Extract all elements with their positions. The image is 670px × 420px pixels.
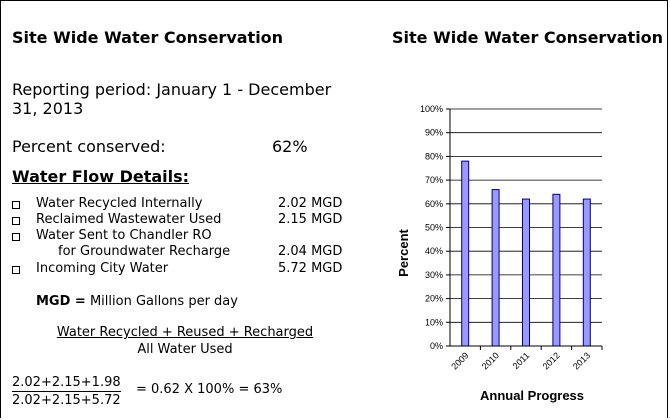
chart-axes bbox=[446, 108, 603, 350]
y-tick-label: 50% bbox=[425, 223, 443, 233]
y-tick-label: 10% bbox=[425, 317, 443, 327]
flow-item-value: 2.02 MGD bbox=[278, 196, 343, 211]
flow-details-heading: Water Flow Details: bbox=[12, 167, 190, 186]
chart-title: Site Wide Water Conservation bbox=[392, 28, 664, 47]
calc-denominator: 2.02+2.15+5.72 bbox=[12, 393, 121, 408]
x-tick-label: 2012 bbox=[541, 350, 562, 371]
bar-2013 bbox=[582, 198, 591, 347]
x-axis-label: Annual Progress bbox=[480, 388, 584, 403]
x-tick-label: 2009 bbox=[449, 350, 470, 371]
y-tick-label: 90% bbox=[425, 128, 443, 138]
bar-2012 bbox=[552, 193, 561, 347]
x-tick-label: 2013 bbox=[571, 350, 592, 371]
y-tick-label: 80% bbox=[425, 151, 443, 161]
x-tick-label: 2011 bbox=[511, 350, 532, 371]
bar-2009 bbox=[461, 160, 470, 347]
y-tick-label: 0% bbox=[430, 341, 443, 351]
reporting-period: Reporting period: January 1 - December 3… bbox=[12, 80, 332, 118]
bar-chart: 0%10%20%30%40%50%60%70%80%90%100% 2009 20… bbox=[396, 104, 603, 403]
formula-numerator: Water Recycled + Reused + Recharged bbox=[56, 325, 314, 340]
y-tick-label: 60% bbox=[425, 199, 443, 209]
checkbox-bullet-icon bbox=[12, 217, 20, 225]
chart-bars bbox=[461, 160, 591, 347]
percent-conserved-value: 62% bbox=[272, 137, 308, 156]
calc-result: = 0.62 X 100% = 63% bbox=[136, 382, 283, 397]
y-axis-label: Percent bbox=[396, 228, 411, 276]
mgd-definition: MGD = Million Gallons per day bbox=[36, 294, 238, 309]
calc-numerator: 2.02+2.15+1.98 bbox=[12, 375, 121, 392]
y-tick-label: 30% bbox=[425, 270, 443, 280]
checkbox-bullet-icon bbox=[12, 266, 20, 274]
x-tick-labels: 2009 2010 2011 2012 2013 bbox=[449, 350, 592, 371]
flow-item: Water Sent to Chandler RO for Groundwate… bbox=[12, 228, 352, 260]
flow-item: Water Recycled Internally 2.02 MGD bbox=[12, 196, 352, 212]
flow-item-value: 2.04 MGD bbox=[278, 244, 343, 259]
flow-item-label: Water Sent to Chandler RO bbox=[36, 228, 212, 243]
checkbox-bullet-icon bbox=[12, 201, 20, 209]
flow-item: Incoming City Water 5.72 MGD bbox=[12, 261, 352, 277]
checkbox-bullet-icon bbox=[12, 233, 20, 241]
bar-2011 bbox=[522, 198, 530, 347]
flow-item-value: 2.15 MGD bbox=[278, 212, 343, 227]
flow-item-label: Water Recycled Internally bbox=[36, 196, 203, 211]
mgd-definition-text: Million Gallons per day bbox=[89, 294, 238, 309]
left-title: Site Wide Water Conservation bbox=[12, 28, 284, 47]
y-tick-label: 40% bbox=[425, 246, 443, 256]
bar-2010 bbox=[491, 189, 500, 347]
x-tick-label: 2010 bbox=[480, 350, 501, 371]
y-tick-label: 20% bbox=[425, 294, 443, 304]
flow-item-value: 5.72 MGD bbox=[278, 261, 343, 276]
mgd-abbrev: MGD = bbox=[36, 294, 86, 309]
formula-denominator: All Water Used bbox=[137, 342, 233, 357]
y-tick-label: 70% bbox=[425, 175, 443, 185]
percent-conserved-label: Percent conserved: bbox=[12, 137, 166, 156]
flow-item: Reclaimed Wastewater Used 2.15 MGD bbox=[12, 212, 352, 228]
calc-fraction: 2.02+2.15+1.98 2.02+2.15+5.72 bbox=[12, 375, 121, 408]
flow-item-label-line2: for Groundwater Recharge bbox=[58, 244, 231, 259]
formula-fraction: Water Recycled + Reused + Recharged All … bbox=[40, 325, 330, 357]
flow-item-label: Reclaimed Wastewater Used bbox=[36, 212, 222, 227]
y-tick-label: 100% bbox=[420, 104, 443, 114]
y-tick-labels: 0% 10% 20% 30% 40% 50% 60% 70% 80% 90% 100% bbox=[420, 104, 443, 351]
flow-item-label: Incoming City Water bbox=[36, 261, 169, 276]
